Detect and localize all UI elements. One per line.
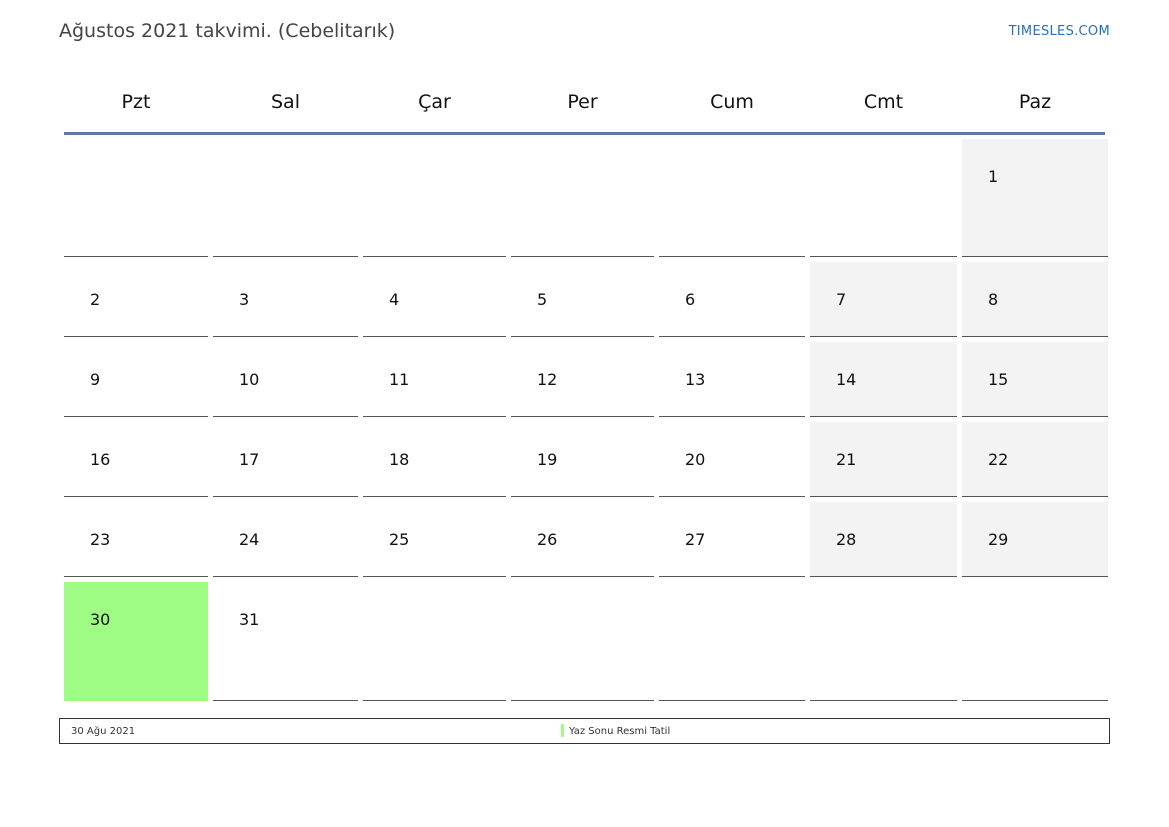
legend-color-marker xyxy=(561,724,564,737)
day-number: 11 xyxy=(389,370,410,389)
day-number: 24 xyxy=(239,530,260,549)
day-cell[interactable]: 11 xyxy=(363,342,506,417)
day-number: 23 xyxy=(90,530,111,549)
day-number: 9 xyxy=(90,370,101,389)
day-cell[interactable]: 16 xyxy=(64,422,208,497)
holiday-legend: 30 Ağu 2021 Yaz Sonu Resmi Tatil xyxy=(59,718,1110,744)
day-cell[interactable]: 27 xyxy=(659,502,805,577)
brand-link[interactable]: TIMESLES.COM xyxy=(1008,24,1110,39)
day-cell[interactable]: 6 xyxy=(659,262,805,337)
empty-day-cell xyxy=(511,582,654,701)
day-number: 5 xyxy=(537,290,548,309)
day-number: 16 xyxy=(90,450,111,469)
day-number: 19 xyxy=(537,450,558,469)
day-cell[interactable]: 8 xyxy=(962,262,1108,337)
day-cell[interactable]: 4 xyxy=(363,262,506,337)
empty-day-cell xyxy=(511,139,654,257)
day-cell[interactable]: 28 xyxy=(810,502,957,577)
day-number: 15 xyxy=(988,370,1009,389)
weekday-label: Paz xyxy=(1018,91,1052,113)
day-cell[interactable]: 5 xyxy=(511,262,654,337)
empty-day-cell xyxy=(810,582,957,701)
weekday-label: Cmt xyxy=(863,91,904,113)
legend-holiday-name: Yaz Sonu Resmi Tatil xyxy=(569,726,671,737)
empty-day-cell xyxy=(213,139,358,257)
empty-day-cell xyxy=(962,582,1108,701)
day-number: 12 xyxy=(537,370,558,389)
empty-day-cell xyxy=(659,139,805,257)
day-cell[interactable]: 26 xyxy=(511,502,654,577)
week-row: 1 xyxy=(64,139,1108,257)
weeks-container: 1 2 3 4 5 6 7 8 9 10 11 12 13 14 15 16 17 18 19 20 21 22 23 24 2… xyxy=(64,139,1108,701)
day-number: 10 xyxy=(239,370,260,389)
day-cell[interactable]: 23 xyxy=(64,502,208,577)
week-row: 23 24 25 26 27 28 29 xyxy=(64,502,1108,577)
day-cell[interactable]: 9 xyxy=(64,342,208,417)
empty-day-cell xyxy=(64,139,208,257)
day-cell[interactable]: 10 xyxy=(213,342,358,417)
day-number: 13 xyxy=(685,370,706,389)
day-number: 29 xyxy=(988,530,1009,549)
day-number: 25 xyxy=(389,530,410,549)
day-cell[interactable]: 2 xyxy=(64,262,208,337)
day-number: 28 xyxy=(836,530,857,549)
day-number: 3 xyxy=(239,290,250,309)
holiday-day-cell[interactable]: 30 xyxy=(64,582,208,701)
day-cell[interactable]: 17 xyxy=(213,422,358,497)
week-row: 2 3 4 5 6 7 8 xyxy=(64,262,1108,337)
weekday-label: Çar xyxy=(418,91,451,113)
day-number: 14 xyxy=(836,370,857,389)
day-number: 21 xyxy=(836,450,857,469)
weekday-label: Cum xyxy=(710,91,754,113)
weekday-label: Pzt xyxy=(121,91,151,113)
week-row: 30 31 xyxy=(64,582,1108,701)
day-cell[interactable]: 14 xyxy=(810,342,957,417)
weekday-label: Sal xyxy=(271,91,300,113)
day-cell[interactable]: 18 xyxy=(363,422,506,497)
legend-date: 30 Ağu 2021 xyxy=(71,726,136,737)
day-cell[interactable]: 19 xyxy=(511,422,654,497)
day-number: 22 xyxy=(988,450,1009,469)
day-cell[interactable]: 15 xyxy=(962,342,1108,417)
day-cell[interactable]: 22 xyxy=(962,422,1108,497)
week-row: 16 17 18 19 20 21 22 xyxy=(64,422,1108,497)
empty-day-cell xyxy=(363,139,506,257)
day-cell[interactable]: 1 xyxy=(962,139,1108,257)
day-number: 27 xyxy=(685,530,706,549)
day-cell[interactable]: 3 xyxy=(213,262,358,337)
empty-day-cell xyxy=(810,139,957,257)
day-cell[interactable]: 20 xyxy=(659,422,805,497)
empty-day-cell xyxy=(363,582,506,701)
page-title: Ağustos 2021 takvimi. (Cebelitarık) xyxy=(59,20,396,42)
weekday-label: Per xyxy=(567,91,598,113)
day-number: 31 xyxy=(239,610,260,629)
day-cell[interactable]: 7 xyxy=(810,262,957,337)
day-number: 26 xyxy=(537,530,558,549)
calendar-grid: Pzt Sal Çar Per Cum Cmt Paz 1 2 3 4 5 6 7 8 9 10 1… xyxy=(64,72,1108,701)
day-number: 6 xyxy=(685,290,696,309)
day-number: 4 xyxy=(389,290,400,309)
day-number: 18 xyxy=(389,450,410,469)
day-number: 8 xyxy=(988,290,999,309)
day-number: 7 xyxy=(836,290,847,309)
day-cell[interactable]: 21 xyxy=(810,422,957,497)
day-number: 30 xyxy=(90,610,111,629)
day-cell[interactable]: 12 xyxy=(511,342,654,417)
week-row: 9 10 11 12 13 14 15 xyxy=(64,342,1108,417)
empty-day-cell xyxy=(659,582,805,701)
day-cell[interactable]: 31 xyxy=(213,582,358,701)
day-number: 17 xyxy=(239,450,260,469)
day-cell[interactable]: 29 xyxy=(962,502,1108,577)
weekday-header-row: Pzt Sal Çar Per Cum Cmt Paz xyxy=(64,72,1105,135)
day-cell[interactable]: 25 xyxy=(363,502,506,577)
day-cell[interactable]: 13 xyxy=(659,342,805,417)
day-number: 1 xyxy=(988,167,999,186)
day-number: 2 xyxy=(90,290,101,309)
day-number: 20 xyxy=(685,450,706,469)
day-cell[interactable]: 24 xyxy=(213,502,358,577)
